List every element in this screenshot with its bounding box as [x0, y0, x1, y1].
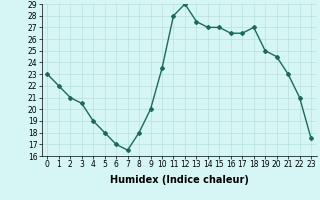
X-axis label: Humidex (Indice chaleur): Humidex (Indice chaleur) [110, 175, 249, 185]
